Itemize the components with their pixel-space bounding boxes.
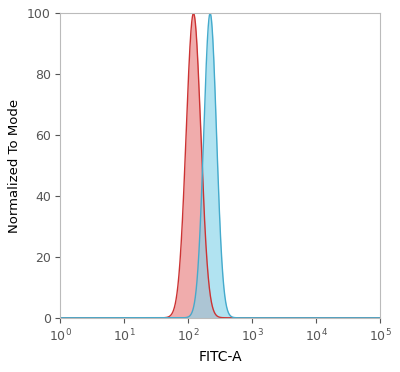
Y-axis label: Normalized To Mode: Normalized To Mode — [8, 99, 21, 232]
X-axis label: FITC-A: FITC-A — [198, 350, 242, 364]
